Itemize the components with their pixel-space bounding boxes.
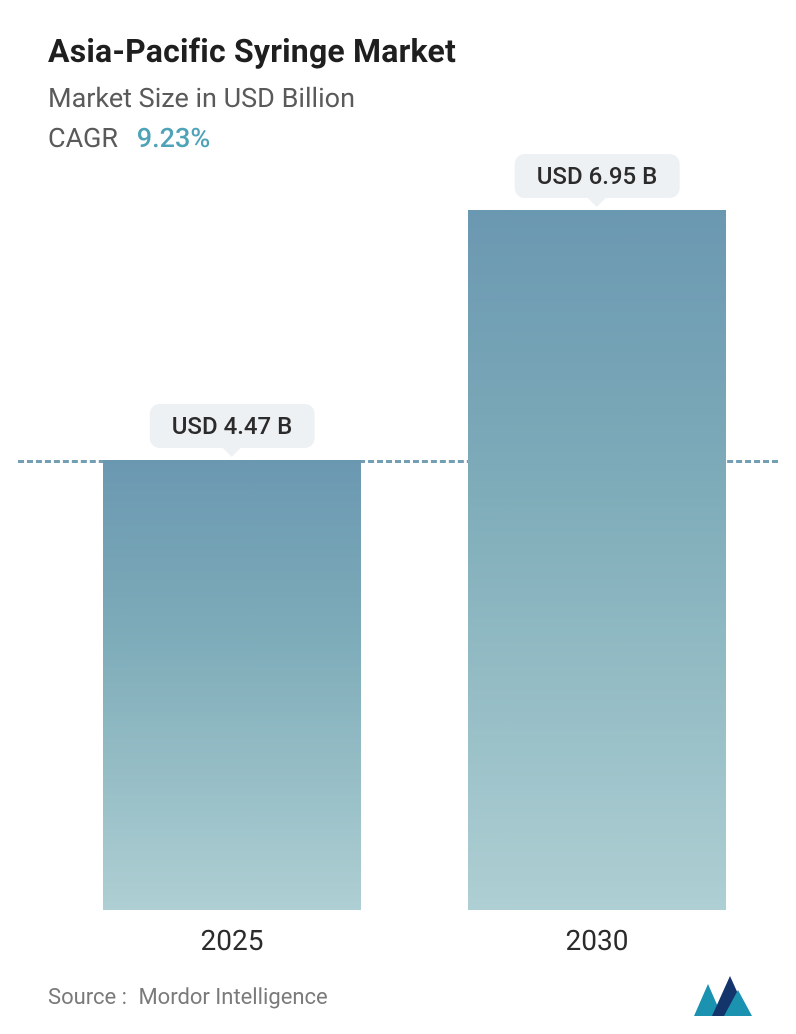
source-footer: Source : Mordor Intelligence: [48, 985, 328, 1010]
source-name: Mordor Intelligence: [138, 985, 327, 1010]
value-label-2030: USD 6.95 B: [515, 154, 680, 198]
source-label: Source :: [48, 985, 127, 1010]
bar-2030: [468, 210, 726, 910]
mordor-logo-icon: [694, 976, 752, 1016]
chart-canvas: Asia-Pacific Syringe Market Market Size …: [0, 0, 796, 1034]
x-axis-label-2030: 2030: [566, 924, 629, 957]
cagr-row: CAGR 9.23%: [48, 122, 210, 154]
value-label-2025: USD 4.47 B: [150, 404, 315, 448]
page-subtitle: Market Size in USD Billion: [48, 82, 355, 114]
page-title: Asia-Pacific Syringe Market: [48, 32, 456, 70]
x-axis-label-2025: 2025: [201, 924, 264, 957]
bar-chart: USD 4.47 B2025USD 6.95 B2030: [48, 210, 748, 910]
cagr-value: 9.23%: [137, 122, 210, 154]
cagr-label: CAGR: [48, 122, 118, 154]
bar-2025: [103, 460, 361, 910]
